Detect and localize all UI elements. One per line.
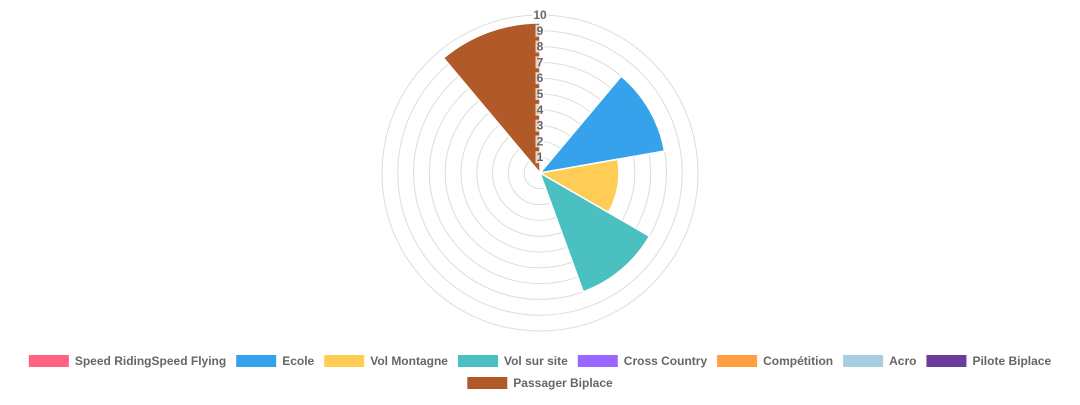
slices — [442, 22, 666, 293]
tick-backdrop — [535, 103, 545, 116]
tick-label: 10 — [533, 8, 547, 22]
tick-label: 6 — [537, 71, 544, 85]
tick-label: 5 — [537, 87, 544, 101]
legend-swatch — [843, 355, 884, 367]
legend: Speed RidingSpeed Flying Ecole Vol Montagn… — [28, 354, 1051, 390]
tick-backdrop — [535, 88, 545, 100]
tick-label: 3 — [537, 119, 544, 133]
tick-backdrop — [535, 24, 545, 37]
tick-backdrop — [535, 56, 545, 69]
tick-label: 7 — [537, 55, 544, 69]
tick-backdrop — [535, 72, 545, 85]
tick-backdrop — [535, 119, 545, 132]
legend-item[interactable]: Passager Biplace — [467, 376, 613, 390]
tick-label: 4 — [537, 103, 544, 117]
legend-swatch — [717, 355, 758, 367]
legend-swatch — [457, 355, 498, 367]
tick-backdrop — [535, 151, 545, 164]
legend-item[interactable]: Ecole — [236, 354, 315, 368]
legend-label: Vol sur site — [504, 354, 568, 368]
slice-3[interactable] — [538, 171, 651, 293]
legend-label: Acro — [889, 354, 916, 368]
legend-item[interactable]: Compétition — [717, 354, 833, 368]
legend-swatch — [577, 355, 618, 367]
tick-label: 2 — [537, 134, 544, 148]
legend-item[interactable]: Pilote Biplace — [926, 354, 1051, 368]
slice-1[interactable] — [538, 75, 666, 175]
tick-label: 9 — [537, 24, 544, 38]
legend-label: Pilote Biplace — [972, 354, 1051, 368]
legend-label: Vol Montagne — [370, 354, 448, 368]
tick-label: 8 — [537, 40, 544, 54]
legend-label: Speed RidingSpeed Flying — [75, 354, 226, 368]
legend-swatch — [467, 377, 508, 389]
legend-swatch — [324, 355, 365, 367]
slice-8[interactable] — [442, 22, 541, 176]
legend-item[interactable]: Vol sur site — [457, 354, 568, 368]
legend-label: Cross Country — [624, 354, 708, 368]
legend-swatch — [236, 355, 277, 367]
tick-backdrop — [535, 135, 545, 148]
legend-swatch — [926, 355, 967, 367]
legend-label: Compétition — [763, 354, 833, 368]
legend-item[interactable]: Cross Country — [577, 354, 708, 368]
legend-item[interactable]: Acro — [843, 354, 916, 368]
legend-label: Passager Biplace — [513, 376, 613, 390]
legend-label: Ecole — [282, 354, 314, 368]
legend-swatch — [28, 355, 69, 367]
tick-label: 1 — [537, 150, 544, 164]
tick-backdrop — [532, 9, 548, 21]
legend-item[interactable]: Speed RidingSpeed Flying — [28, 354, 226, 368]
legend-item[interactable]: Vol Montagne — [324, 354, 448, 368]
tick-backdrop — [535, 40, 545, 53]
